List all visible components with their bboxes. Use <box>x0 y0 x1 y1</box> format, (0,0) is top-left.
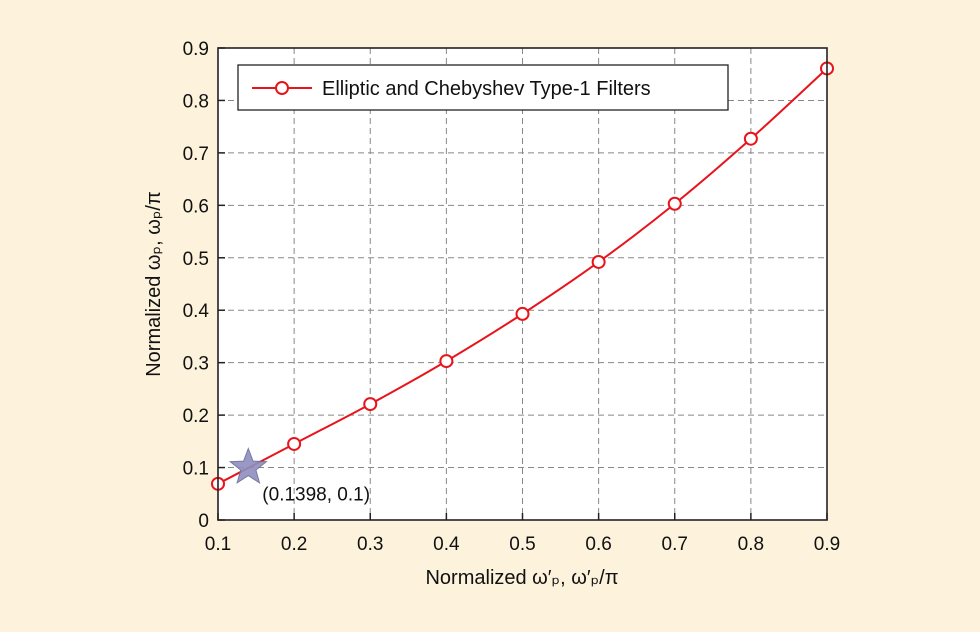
x-tick-label: 0.8 <box>738 534 764 555</box>
x-tick-label: 0.3 <box>357 534 383 555</box>
y-tick-label: 0.8 <box>183 91 209 112</box>
legend: Elliptic and Chebyshev Type-1 Filters <box>237 64 729 111</box>
grid <box>217 47 828 521</box>
data-point <box>591 254 606 269</box>
x-tick-label: 0.5 <box>509 534 535 555</box>
y-axis-label: Normalized ωₚ, ωₚ/π <box>143 191 165 377</box>
x-axis-label: Normalized ω′ₚ, ω′ₚ/π <box>425 567 618 589</box>
x-tick-label: 0.2 <box>281 534 307 555</box>
data-point <box>515 306 530 321</box>
legend-marker <box>275 81 289 95</box>
star-marker <box>228 447 268 485</box>
x-tick-label: 0.7 <box>662 534 688 555</box>
annotation-label: (0.1398, 0.1) <box>262 485 370 506</box>
data-point <box>439 354 454 369</box>
legend-box <box>237 64 729 111</box>
y-tick-label: 0.3 <box>183 354 209 375</box>
y-tick-label: 0.4 <box>183 301 210 322</box>
y-tick-label: 0.1 <box>183 459 209 480</box>
annotations: (0.1398, 0.1) <box>228 447 370 506</box>
data-point <box>363 397 378 412</box>
series <box>211 61 834 491</box>
x-ticks: 0.1 0.2 0.3 0.4 0.5 0.6 0.7 0.8 0.9 <box>205 513 840 555</box>
y-tick-label: 0.5 <box>183 249 209 270</box>
x-tick-label: 0.9 <box>814 534 840 555</box>
data-point <box>743 131 758 146</box>
data-point <box>287 436 302 451</box>
x-tick-label: 0.6 <box>585 534 611 555</box>
x-tick-label: 0.4 <box>433 534 460 555</box>
x-tick-label: 0.1 <box>205 534 231 555</box>
y-tick-label: 0.6 <box>183 196 209 217</box>
y-tick-label: 0.9 <box>183 39 209 60</box>
y-ticks: 0 0.1 0.2 0.3 0.4 0.5 0.6 0.7 0.8 0.9 <box>183 39 225 532</box>
y-tick-label: 0.2 <box>183 406 209 427</box>
data-point <box>667 196 682 211</box>
y-tick-label: 0 <box>198 511 209 532</box>
y-tick-label: 0.7 <box>183 144 209 165</box>
plot-frame <box>217 47 828 521</box>
legend-label: Elliptic and Chebyshev Type-1 Filters <box>322 78 651 100</box>
